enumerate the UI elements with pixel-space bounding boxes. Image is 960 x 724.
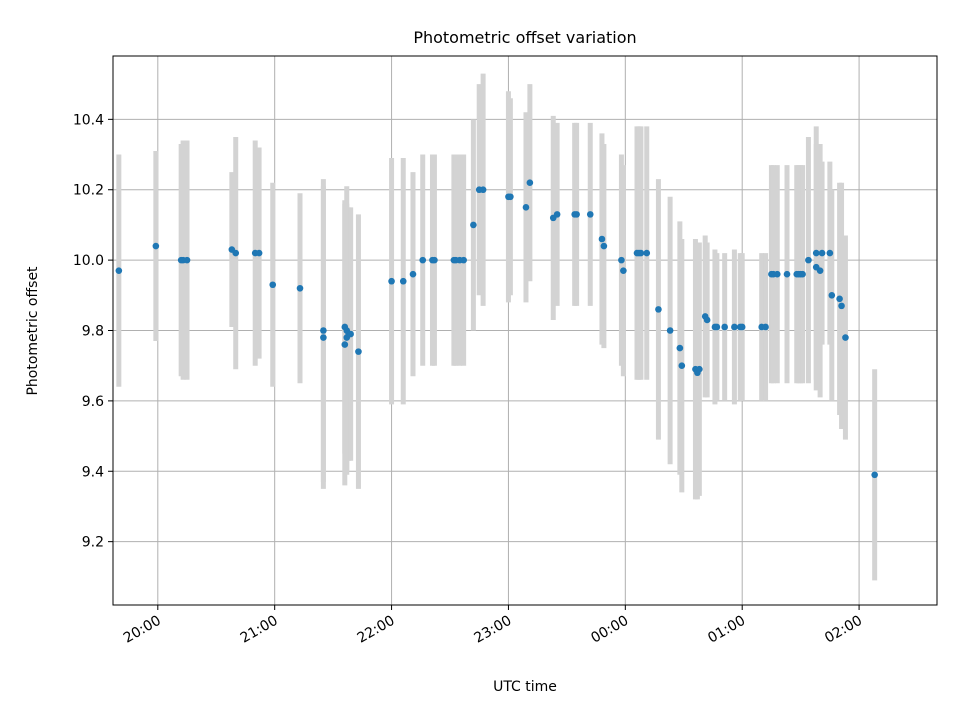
data-point — [838, 302, 845, 310]
data-point — [399, 277, 407, 285]
y-tick-label: 10.0 — [73, 253, 104, 269]
data-point — [703, 316, 711, 324]
data-point — [232, 249, 240, 257]
data-point — [431, 256, 438, 264]
data-point — [152, 242, 160, 250]
data-point — [818, 249, 826, 257]
data-point — [419, 256, 427, 264]
y-axis-ticks: 9.2 9.4 9.6 9.8 10.0 10.2 10.4 — [73, 112, 113, 551]
y-tick-label: 9.4 — [82, 464, 104, 480]
data-point — [773, 270, 781, 278]
data-point — [826, 249, 834, 257]
data-point — [183, 256, 191, 264]
data-point — [828, 292, 836, 299]
y-tick-label: 9.8 — [82, 324, 104, 340]
y-tick-label: 9.2 — [82, 535, 104, 551]
chart-title: Photometric offset variation — [413, 28, 636, 47]
data-point — [666, 327, 674, 334]
data-point — [738, 323, 746, 331]
data-point — [783, 270, 791, 278]
data-point — [676, 344, 684, 352]
data-point — [842, 334, 849, 341]
data-point — [713, 323, 721, 331]
data-point — [598, 235, 606, 243]
data-point — [696, 365, 703, 373]
data-point — [805, 256, 812, 264]
data-point — [507, 193, 514, 201]
x-axis-label: UTC time — [493, 679, 557, 695]
y-tick-label: 9.6 — [82, 394, 104, 410]
y-axis-label: Photometric offset — [25, 266, 41, 396]
data-point — [479, 186, 487, 194]
data-point — [409, 270, 417, 278]
data-point — [678, 362, 686, 369]
data-point — [586, 211, 594, 218]
data-point — [721, 323, 728, 331]
data-point — [522, 204, 530, 211]
data-point — [620, 267, 627, 274]
data-point — [553, 211, 561, 218]
data-point — [460, 256, 467, 264]
data-point — [269, 281, 277, 289]
data-point — [762, 323, 769, 331]
data-point — [115, 267, 123, 274]
data-point — [320, 334, 327, 341]
data-point — [347, 330, 354, 338]
data-point — [320, 327, 327, 334]
data-point — [355, 348, 362, 355]
data-point — [600, 242, 608, 250]
data-point — [296, 284, 304, 292]
data-point — [255, 249, 263, 257]
data-point — [573, 211, 580, 218]
data-point — [643, 249, 651, 257]
data-point — [388, 277, 395, 285]
data-point — [731, 323, 738, 331]
y-tick-label: 10.4 — [73, 112, 104, 128]
data-point — [655, 306, 662, 313]
data-point — [526, 179, 534, 186]
data-points — [115, 179, 878, 479]
data-point — [341, 341, 349, 348]
data-point — [637, 249, 645, 257]
data-point — [836, 295, 843, 303]
data-point — [799, 270, 806, 278]
data-point — [618, 256, 625, 264]
data-point — [816, 267, 824, 274]
y-tick-label: 10.2 — [73, 183, 104, 199]
data-point — [470, 221, 477, 229]
data-point — [871, 471, 878, 479]
data-point — [812, 249, 820, 257]
